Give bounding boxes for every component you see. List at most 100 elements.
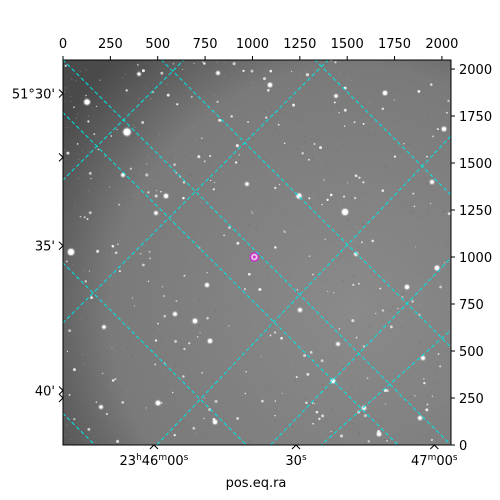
- noise-pixel: [304, 252, 306, 254]
- star: [434, 265, 440, 271]
- noise-pixel: [443, 380, 445, 382]
- noise-pixel: [234, 183, 236, 185]
- noise-pixel: [81, 242, 83, 244]
- noise-pixel: [375, 327, 377, 329]
- noise-pixel: [162, 318, 164, 320]
- star: [354, 174, 358, 178]
- noise-pixel: [122, 275, 124, 277]
- star: [367, 440, 371, 443]
- top-tick-label: 1000: [236, 37, 269, 52]
- noise-pixel: [278, 69, 280, 71]
- noise-pixel: [407, 135, 409, 137]
- star: [381, 107, 385, 111]
- noise-pixel: [174, 367, 176, 369]
- noise-pixel: [268, 273, 270, 275]
- noise-pixel: [217, 217, 219, 219]
- noise-pixel: [285, 233, 287, 235]
- noise-pixel: [387, 254, 389, 256]
- star: [333, 292, 335, 294]
- noise-pixel: [336, 292, 338, 294]
- noise-pixel: [197, 106, 199, 108]
- top-tick-label: 0: [59, 37, 67, 52]
- noise-pixel: [396, 264, 398, 266]
- noise-pixel: [140, 174, 142, 176]
- bottom-tick-label-part: m: [158, 453, 167, 463]
- noise-pixel: [204, 225, 206, 227]
- noise-pixel: [314, 149, 316, 151]
- star: [121, 173, 125, 177]
- noise-pixel: [312, 192, 314, 194]
- star: [133, 305, 135, 307]
- star: [174, 339, 178, 343]
- noise-pixel: [138, 98, 140, 100]
- grid-line: [63, 111, 399, 445]
- noise-pixel: [417, 421, 419, 423]
- noise-pixel: [447, 248, 449, 250]
- noise-pixel: [70, 101, 72, 103]
- noise-pixel: [223, 432, 225, 434]
- star: [84, 280, 87, 283]
- star: [66, 350, 69, 352]
- noise-pixel: [374, 134, 376, 136]
- noise-pixel: [260, 174, 262, 176]
- noise-pixel: [111, 353, 113, 355]
- noise-pixel: [427, 183, 429, 185]
- star: [330, 430, 332, 433]
- noise-pixel: [353, 431, 355, 433]
- noise-pixel: [260, 175, 262, 177]
- top-pixel-axis: 0 250 500 750 1000 1250 1500 1750 2000: [59, 37, 458, 60]
- star: [121, 401, 125, 404]
- noise-pixel: [294, 274, 296, 276]
- noise-pixel: [401, 108, 403, 110]
- noise-pixel: [392, 124, 394, 126]
- noise-pixel: [383, 437, 385, 439]
- star: [202, 61, 204, 63]
- noise-pixel: [78, 158, 80, 160]
- star: [117, 243, 119, 245]
- star: [290, 70, 293, 73]
- noise-pixel: [425, 178, 427, 180]
- noise-pixel: [150, 316, 152, 318]
- noise-pixel: [325, 118, 327, 120]
- noise-pixel: [64, 179, 66, 181]
- noise-pixel: [237, 326, 239, 328]
- noise-pixel: [66, 301, 68, 303]
- noise-pixel: [64, 434, 66, 436]
- noise-pixel: [257, 356, 259, 358]
- noise-pixel: [272, 154, 274, 156]
- noise-pixel: [347, 219, 349, 221]
- plot-frame: [62, 59, 452, 446]
- noise-pixel: [400, 229, 402, 231]
- noise-pixel: [119, 369, 121, 371]
- noise-pixel: [363, 191, 365, 193]
- noise-pixel: [82, 275, 84, 277]
- noise-pixel: [214, 309, 216, 311]
- noise-pixel: [275, 129, 277, 131]
- noise-pixel: [357, 246, 359, 248]
- noise-pixel: [312, 157, 314, 159]
- noise-pixel: [163, 413, 165, 415]
- star: [280, 336, 283, 340]
- left-tick-label: 35': [35, 240, 55, 255]
- noise-pixel: [282, 170, 284, 172]
- noise-pixel: [423, 337, 425, 339]
- noise-pixel: [386, 175, 388, 177]
- star: [242, 69, 245, 73]
- noise-pixel: [313, 198, 315, 200]
- left-declination-axis: 51°30' 35' 40': [12, 87, 64, 403]
- noise-pixel: [292, 368, 294, 370]
- noise-pixel: [304, 397, 306, 399]
- noise-pixel: [426, 266, 428, 268]
- noise-pixel: [426, 124, 428, 126]
- noise-pixel: [294, 427, 296, 429]
- star: [265, 116, 268, 119]
- star: [342, 209, 348, 215]
- noise-pixel: [409, 405, 411, 407]
- noise-pixel: [64, 91, 66, 93]
- star: [206, 316, 209, 320]
- noise-pixel: [443, 246, 445, 248]
- noise-pixel: [351, 423, 353, 425]
- noise-pixel: [311, 70, 313, 72]
- noise-pixel: [369, 102, 371, 104]
- noise-pixel: [231, 402, 233, 404]
